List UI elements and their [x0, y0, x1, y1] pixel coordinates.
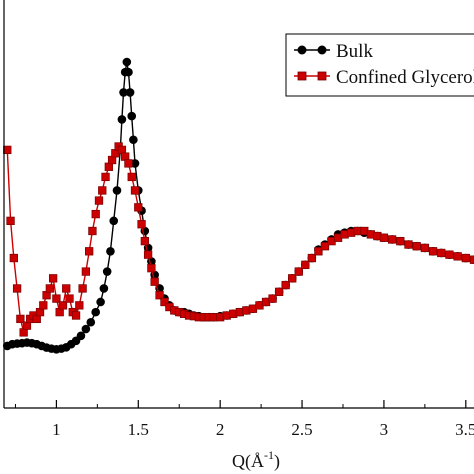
legend-entry-bulk: Bulk [294, 41, 373, 62]
data-point [75, 301, 84, 310]
data-point [119, 88, 128, 97]
data-point [106, 246, 115, 256]
data-point [101, 172, 110, 182]
data-point [91, 209, 100, 219]
data-point [428, 247, 438, 256]
data-point [130, 186, 140, 195]
x-axis-label: Q(Å-1) [232, 448, 280, 472]
data-point [150, 277, 159, 286]
data-point [88, 226, 97, 236]
axes [3, 0, 474, 409]
data-point [91, 307, 101, 317]
data-point [12, 284, 22, 293]
x-tick-label: 1.5 [128, 420, 149, 439]
data-point [76, 331, 86, 341]
data-point [307, 253, 317, 263]
data-point [404, 240, 413, 249]
data-point [81, 324, 91, 334]
x-tick-label: 2 [216, 420, 225, 439]
data-point [45, 284, 55, 293]
series-confined [3, 142, 474, 337]
data-point [102, 267, 112, 276]
data-point [129, 135, 138, 145]
data-point [268, 294, 277, 303]
data-point [99, 284, 109, 293]
data-point [143, 250, 153, 259]
data-point [62, 284, 71, 293]
data-point [58, 301, 68, 310]
data-point [160, 297, 169, 307]
legend-marker-confined [297, 71, 307, 81]
data-point [16, 314, 25, 324]
data-point [274, 287, 284, 296]
data-point [137, 220, 146, 229]
data-point [453, 252, 462, 261]
data-point [39, 301, 48, 310]
data-point [124, 159, 133, 168]
data-point [48, 274, 58, 283]
data-point [125, 88, 135, 97]
x-tick-label: 3.5 [455, 420, 474, 439]
data-point [281, 280, 290, 290]
data-point [98, 186, 107, 195]
data-point [96, 297, 105, 307]
data-point [437, 248, 446, 258]
data-point [461, 253, 470, 263]
x-axis-ticks: 1 1.5 2 2.5 3 3.5 [14, 400, 474, 439]
plot-area [2, 57, 474, 354]
data-point [6, 216, 15, 226]
data-point [130, 159, 140, 168]
data-point [288, 274, 297, 283]
data-point [469, 255, 474, 264]
data-point [71, 311, 81, 320]
legend-entry-confined: Confined Glycerol [294, 67, 474, 88]
legend-marker-bulk-2 [317, 45, 327, 55]
data-point [78, 284, 87, 293]
legend: Bulk Confined Glycerol [285, 33, 474, 97]
data-point [85, 247, 94, 256]
data-point [140, 236, 149, 246]
data-point [117, 115, 127, 124]
data-point [109, 216, 119, 226]
legend-box [285, 33, 474, 97]
data-point [94, 196, 104, 205]
data-point [81, 267, 91, 276]
data-point [294, 267, 303, 276]
x-tick-label: 2.5 [291, 420, 312, 439]
data-point [127, 172, 136, 182]
data-point [147, 264, 156, 273]
data-point [9, 253, 18, 263]
data-point [445, 250, 454, 259]
legend-label-bulk: Bulk [336, 41, 373, 62]
data-point [387, 235, 397, 244]
data-point [379, 233, 389, 242]
legend-marker-bulk [297, 45, 307, 55]
data-point [122, 57, 132, 67]
data-point [52, 294, 61, 303]
data-point [86, 317, 96, 327]
data-point [314, 247, 323, 256]
data-point [412, 242, 421, 251]
legend-marker-confined-2 [317, 71, 327, 81]
x-tick-label: 3 [380, 420, 389, 439]
data-point [124, 67, 133, 77]
data-point [65, 294, 74, 303]
data-point [127, 111, 137, 121]
data-point [134, 203, 143, 212]
data-point [155, 291, 164, 300]
x-tick-label: 1 [52, 420, 61, 439]
legend-label-confined: Confined Glycerol [336, 67, 474, 88]
data-point [420, 243, 430, 253]
data-point [301, 260, 310, 269]
data-point [112, 186, 122, 195]
data-point [396, 236, 405, 246]
data-point [3, 145, 12, 155]
data-point [320, 242, 330, 251]
